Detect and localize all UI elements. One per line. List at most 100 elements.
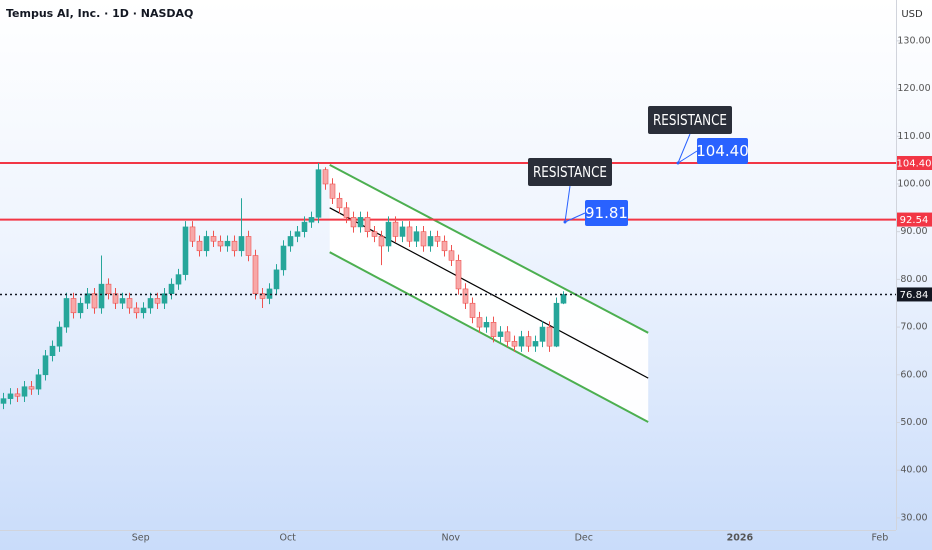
- candle-body: [308, 217, 315, 223]
- x-tick-label: Feb: [871, 533, 888, 544]
- x-tick-label: Dec: [575, 533, 593, 544]
- candle-body: [140, 307, 147, 314]
- candle-body: [532, 341, 539, 347]
- annotation-box: [648, 106, 732, 134]
- y-tick-label: 100.00: [897, 178, 930, 189]
- candle-body: [413, 231, 420, 242]
- candle-body: [420, 231, 427, 247]
- annotation-connector: [564, 185, 571, 223]
- y-tick-label: 130.00: [897, 35, 930, 46]
- candle-body: [196, 240, 203, 252]
- candle-body: [14, 393, 21, 397]
- candle-body: [84, 293, 91, 304]
- candle-body: [518, 336, 525, 347]
- candle-body: [182, 226, 189, 275]
- candle-body: [105, 283, 112, 294]
- last-price-bg: [897, 287, 932, 302]
- candle-body: [154, 298, 161, 304]
- candle-body: [315, 169, 322, 218]
- candle-body: [28, 386, 35, 390]
- annotation-price-box: [585, 200, 628, 226]
- candle-body: [497, 331, 504, 337]
- annotation-price: 91.81: [585, 204, 628, 222]
- chart-title: Tempus AI, Inc. · 1D · NASDAQ: [6, 7, 193, 20]
- candle-body: [525, 336, 532, 347]
- candle-body: [259, 293, 266, 299]
- level-label: 104.40: [897, 158, 932, 169]
- candle-body: [280, 245, 287, 271]
- x-tick-label: Nov: [442, 533, 461, 544]
- candle-body: [427, 236, 434, 247]
- candle-body: [126, 298, 133, 309]
- y-tick-label: 80.00: [900, 274, 927, 285]
- level-label-bg: [897, 155, 932, 170]
- candle-body: [175, 274, 182, 285]
- channel-upper: [329, 164, 649, 334]
- candle-body: [371, 231, 378, 237]
- candle-body: [70, 298, 77, 314]
- last-price-label: 76.84: [900, 290, 929, 301]
- candle-body: [378, 236, 385, 247]
- candle-body: [483, 322, 490, 328]
- candle-body: [21, 386, 28, 397]
- candle-body: [168, 283, 175, 294]
- candle-body: [189, 226, 196, 242]
- candle-body: [357, 217, 364, 228]
- candle-body: [406, 226, 413, 242]
- candle-body: [385, 221, 392, 247]
- currency: USD: [901, 9, 923, 20]
- candle-body: [490, 322, 497, 337]
- candle-body: [301, 221, 308, 232]
- candle-body: [238, 236, 245, 252]
- channel-lower: [329, 251, 649, 423]
- candle-body: [329, 183, 336, 199]
- annotation-box: [528, 158, 612, 186]
- y-tick-label: 110.00: [897, 131, 930, 142]
- candle-body: [147, 298, 154, 309]
- candle-body: [161, 293, 168, 304]
- candle-body: [133, 307, 140, 314]
- x-tick-label: Sep: [132, 533, 150, 544]
- candle-body: [77, 302, 84, 314]
- candle-body: [0, 398, 7, 404]
- candle-body: [91, 293, 98, 309]
- candle-body: [553, 302, 560, 347]
- candle-body: [224, 240, 231, 247]
- candle-body: [287, 236, 294, 247]
- annotation-anchor: [563, 220, 567, 224]
- y-tick-label: 40.00: [900, 465, 927, 476]
- candle-body: [7, 393, 14, 399]
- x-tick-label: Oct: [279, 533, 296, 544]
- annotation-text: RESISTANCE: [653, 111, 727, 129]
- annotation-connector: [564, 212, 586, 223]
- candle-body: [42, 355, 49, 376]
- candle-body: [63, 298, 70, 328]
- candle-body: [231, 240, 238, 252]
- candle-body: [546, 326, 553, 347]
- candle-body: [511, 341, 518, 347]
- candle-body: [273, 269, 280, 290]
- x-tick-label: 2026: [727, 533, 754, 544]
- candle-body: [448, 250, 455, 261]
- candle-body: [469, 302, 476, 318]
- y-tick-label: 120.00: [897, 83, 930, 94]
- y-tick-label: 60.00: [900, 369, 927, 380]
- candle-body: [203, 236, 210, 252]
- level-label: 92.54: [900, 215, 929, 226]
- candle-body: [462, 288, 469, 304]
- y-tick-label: 50.00: [900, 417, 927, 428]
- candle-body: [476, 317, 483, 328]
- y-tick-label: 70.00: [900, 322, 927, 333]
- candle-body: [441, 240, 448, 252]
- y-tick-label: 30.00: [900, 512, 927, 523]
- candle-body: [434, 236, 441, 242]
- candle-body: [210, 236, 217, 242]
- annotation-price: 104.40: [696, 142, 749, 160]
- candle-body: [364, 217, 371, 232]
- candle-body: [49, 345, 56, 357]
- candle-body: [455, 260, 462, 290]
- annotation-anchor: [676, 161, 680, 165]
- candle-body: [112, 293, 119, 304]
- candle-body: [266, 288, 273, 299]
